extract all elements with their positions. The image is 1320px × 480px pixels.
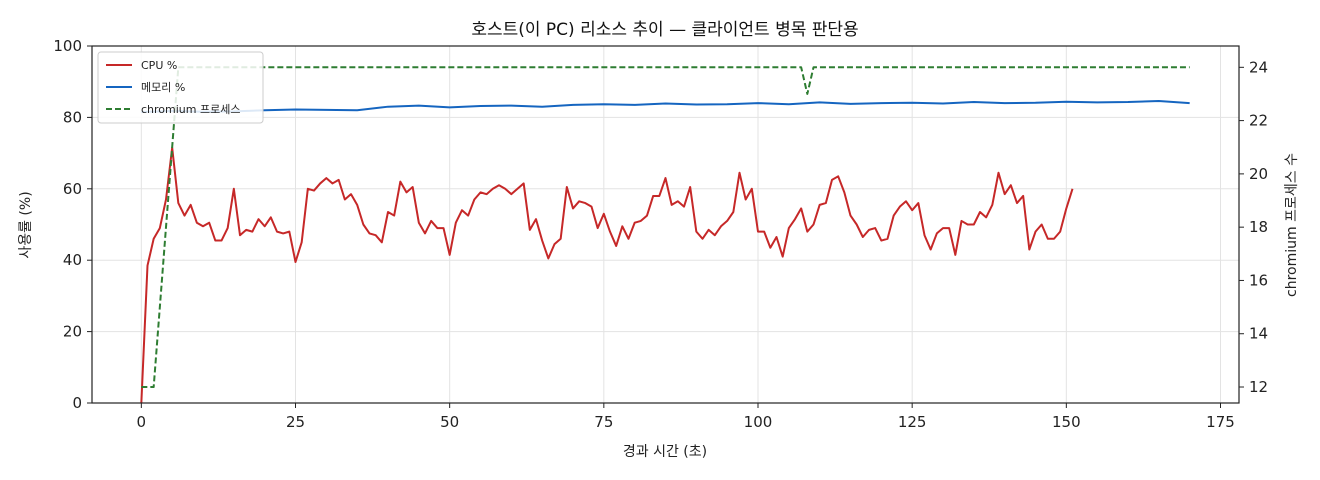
x-tick-label: 100	[744, 413, 773, 431]
series-line-1	[140, 146, 1074, 404]
chart-title: 호스트(이 PC) 리소스 추이 — 클라이언트 병목 판단용	[471, 20, 858, 40]
y2-tick-label: 22	[1249, 112, 1268, 130]
legend-box	[97, 51, 264, 124]
y-tick-label: 60	[63, 180, 82, 198]
y-axis-left: 0 20 40 60 80 100	[53, 37, 92, 412]
y-tick-label: 100	[53, 37, 82, 55]
x-tick-label: 25	[286, 413, 305, 431]
x-axis: 0 25 50 75 100 125 150 175	[137, 403, 1235, 431]
x-tick-label: 175	[1206, 413, 1235, 431]
series-line-2	[141, 99, 1190, 114]
y-axis-right: 12 14 16 18 20 22 24	[1239, 58, 1268, 396]
x-tick-label: 75	[594, 413, 613, 431]
y2-axis-label: chromium 프로세스 수	[1284, 153, 1300, 297]
x-axis-label: 경과 시간 (초)	[623, 444, 707, 460]
x-tick-label: 0	[137, 413, 147, 431]
series-layer	[140, 66, 1190, 404]
legend-label: chromium 프로세스	[141, 103, 240, 116]
legend-label: 메모리 %	[141, 81, 185, 94]
x-tick-label: 125	[898, 413, 927, 431]
y-axis-label: 사용률 (%)	[18, 191, 34, 258]
y-tick-label: 80	[63, 108, 82, 126]
plot-frame	[91, 45, 1240, 404]
y2-tick-label: 20	[1249, 165, 1268, 183]
series-line-3	[141, 66, 1190, 389]
y2-tick-label: 18	[1249, 218, 1268, 236]
x-tick-label: 150	[1052, 413, 1081, 431]
legend: CPU % 메모리 % chromium 프로세스	[97, 51, 264, 124]
legend-label: CPU %	[141, 59, 177, 72]
y-tick-label: 20	[63, 323, 82, 341]
y-tick-label: 0	[72, 394, 82, 412]
y2-tick-label: 16	[1249, 271, 1268, 289]
y2-tick-label: 24	[1249, 58, 1268, 76]
y2-tick-label: 14	[1249, 325, 1268, 343]
x-tick-label: 50	[440, 413, 459, 431]
y-tick-label: 40	[63, 251, 82, 269]
y2-tick-label: 12	[1249, 378, 1268, 396]
